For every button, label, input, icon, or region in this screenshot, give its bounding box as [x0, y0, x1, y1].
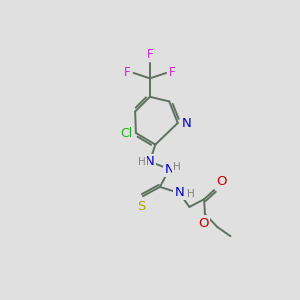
Text: S: S — [137, 200, 146, 213]
Text: O: O — [217, 176, 227, 188]
Text: H: H — [187, 189, 195, 199]
Text: N: N — [145, 155, 155, 168]
Text: N: N — [182, 116, 191, 130]
Text: O: O — [198, 217, 208, 230]
Text: Cl: Cl — [120, 127, 132, 140]
Text: H: H — [138, 157, 146, 167]
Text: F: F — [147, 48, 153, 61]
Text: F: F — [169, 67, 176, 80]
Text: F: F — [124, 67, 130, 80]
Text: N: N — [164, 163, 174, 176]
Text: H: H — [173, 162, 181, 172]
Text: N: N — [175, 186, 184, 199]
